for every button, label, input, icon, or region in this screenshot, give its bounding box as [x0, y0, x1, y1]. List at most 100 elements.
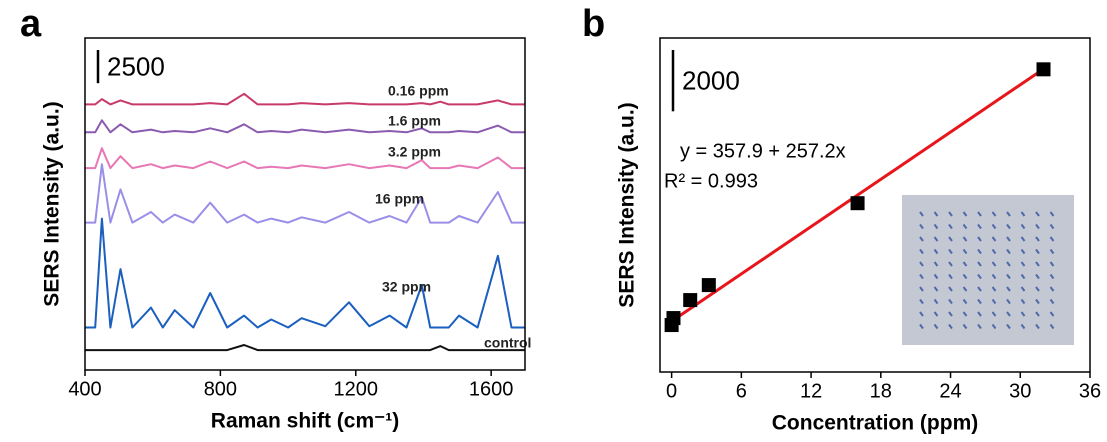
inset-dot — [962, 323, 968, 330]
spectrum-line — [85, 119, 525, 134]
inset-dot — [977, 311, 982, 317]
inset-dot — [919, 311, 924, 317]
inset-dot — [1006, 223, 1011, 230]
inset-dot — [1006, 236, 1011, 242]
inset-dot — [1049, 236, 1055, 242]
inset-dot — [1020, 236, 1026, 242]
spectrum-line — [85, 344, 525, 352]
inset-dot — [1020, 223, 1026, 230]
inset-dot — [1006, 261, 1011, 267]
inset-dot — [948, 261, 953, 267]
inset-dot — [991, 223, 997, 230]
inset-dot — [977, 286, 982, 292]
inset-dot — [991, 261, 997, 267]
inset-dot — [1049, 298, 1055, 305]
inset-dot — [991, 286, 997, 292]
inset-photo — [902, 195, 1074, 345]
fit-r2: R² = 0.993 — [664, 170, 758, 192]
inset-dot — [919, 286, 924, 292]
inset-dot — [977, 223, 982, 230]
inset-dot — [933, 223, 939, 230]
fit-equation: y = 357.9 + 257.2x — [680, 140, 846, 162]
inset-dot — [991, 211, 997, 217]
x-tick-label: 36 — [1079, 380, 1101, 402]
x-tick-label: 400 — [68, 378, 101, 400]
inset-dot — [1049, 286, 1055, 292]
inset-dot — [1049, 311, 1055, 317]
inset-dot — [1006, 298, 1011, 305]
inset-dot — [977, 273, 982, 280]
inset-dot — [1035, 273, 1040, 280]
inset-dot — [1020, 261, 1026, 267]
inset-dot — [1049, 323, 1055, 330]
inset-dot — [1006, 248, 1011, 255]
inset-dot — [919, 323, 924, 330]
series-label: control — [484, 335, 531, 351]
series-label: 3.2 ppm — [388, 144, 441, 160]
inset-dot — [1035, 323, 1040, 330]
inset-dot — [1049, 273, 1055, 280]
inset-dot — [933, 211, 939, 217]
inset-dot — [919, 273, 924, 280]
inset-dot — [933, 236, 939, 242]
inset-dot — [948, 298, 953, 305]
inset-dot — [1020, 286, 1026, 292]
inset-dot — [933, 286, 939, 292]
plot-frame — [659, 37, 1091, 373]
plot-frame — [84, 37, 526, 371]
inset-dot — [1020, 273, 1026, 280]
inset-dot — [1049, 248, 1055, 255]
inset-dot — [1020, 311, 1026, 317]
spectrum-line — [85, 147, 525, 170]
inset-dot — [977, 211, 982, 217]
inset-dot — [1020, 211, 1026, 217]
inset-dot — [977, 248, 982, 255]
inset-dot — [962, 273, 968, 280]
inset-dot — [1035, 248, 1040, 255]
inset-dot — [919, 298, 924, 305]
inset-dot — [962, 223, 968, 230]
inset-dot — [1035, 236, 1040, 242]
inset-dot — [962, 261, 968, 267]
x-tick-label: 30 — [1009, 380, 1031, 402]
inset-dot — [991, 323, 997, 330]
inset-dot — [962, 286, 968, 292]
x-tick-label: 12 — [800, 380, 822, 402]
x-axis-label: Raman shift (cm⁻¹) — [211, 410, 399, 433]
inset-dot — [933, 311, 939, 317]
inset-dot — [948, 286, 953, 292]
scale-bar-label: 2000 — [682, 66, 740, 96]
inset-dot — [977, 236, 982, 242]
inset-dot — [919, 248, 924, 255]
inset-dot — [919, 211, 924, 217]
inset-dot — [933, 273, 939, 280]
inset-dot — [962, 236, 968, 242]
x-tick-label: 1600 — [469, 378, 514, 400]
panel-letter: a — [20, 3, 42, 45]
inset-dot — [1035, 261, 1040, 267]
series-label: 16 ppm — [375, 191, 424, 207]
inset-dot — [933, 261, 939, 267]
x-tick-label: 1200 — [334, 378, 379, 400]
inset-dot — [1049, 261, 1055, 267]
inset-dot — [977, 323, 982, 330]
x-tick-label: 18 — [870, 380, 892, 402]
inset-dot — [962, 311, 968, 317]
fit-line — [670, 67, 1045, 323]
inset-dot — [991, 273, 997, 280]
inset-dot — [948, 323, 953, 330]
series-label: 32 ppm — [382, 279, 431, 295]
spectrum-line — [85, 163, 525, 224]
inset-dot — [948, 248, 953, 255]
inset-dot — [1035, 223, 1040, 230]
x-tick-label: 800 — [204, 378, 237, 400]
inset-dot — [1006, 286, 1011, 292]
inset-dot — [1035, 311, 1040, 317]
inset-dot — [919, 223, 924, 230]
inset-dot — [991, 298, 997, 305]
inset-dot — [977, 298, 982, 305]
x-tick-label: 6 — [736, 380, 747, 402]
data-point — [850, 196, 865, 211]
inset-dot — [919, 236, 924, 242]
inset-dot — [962, 298, 968, 305]
